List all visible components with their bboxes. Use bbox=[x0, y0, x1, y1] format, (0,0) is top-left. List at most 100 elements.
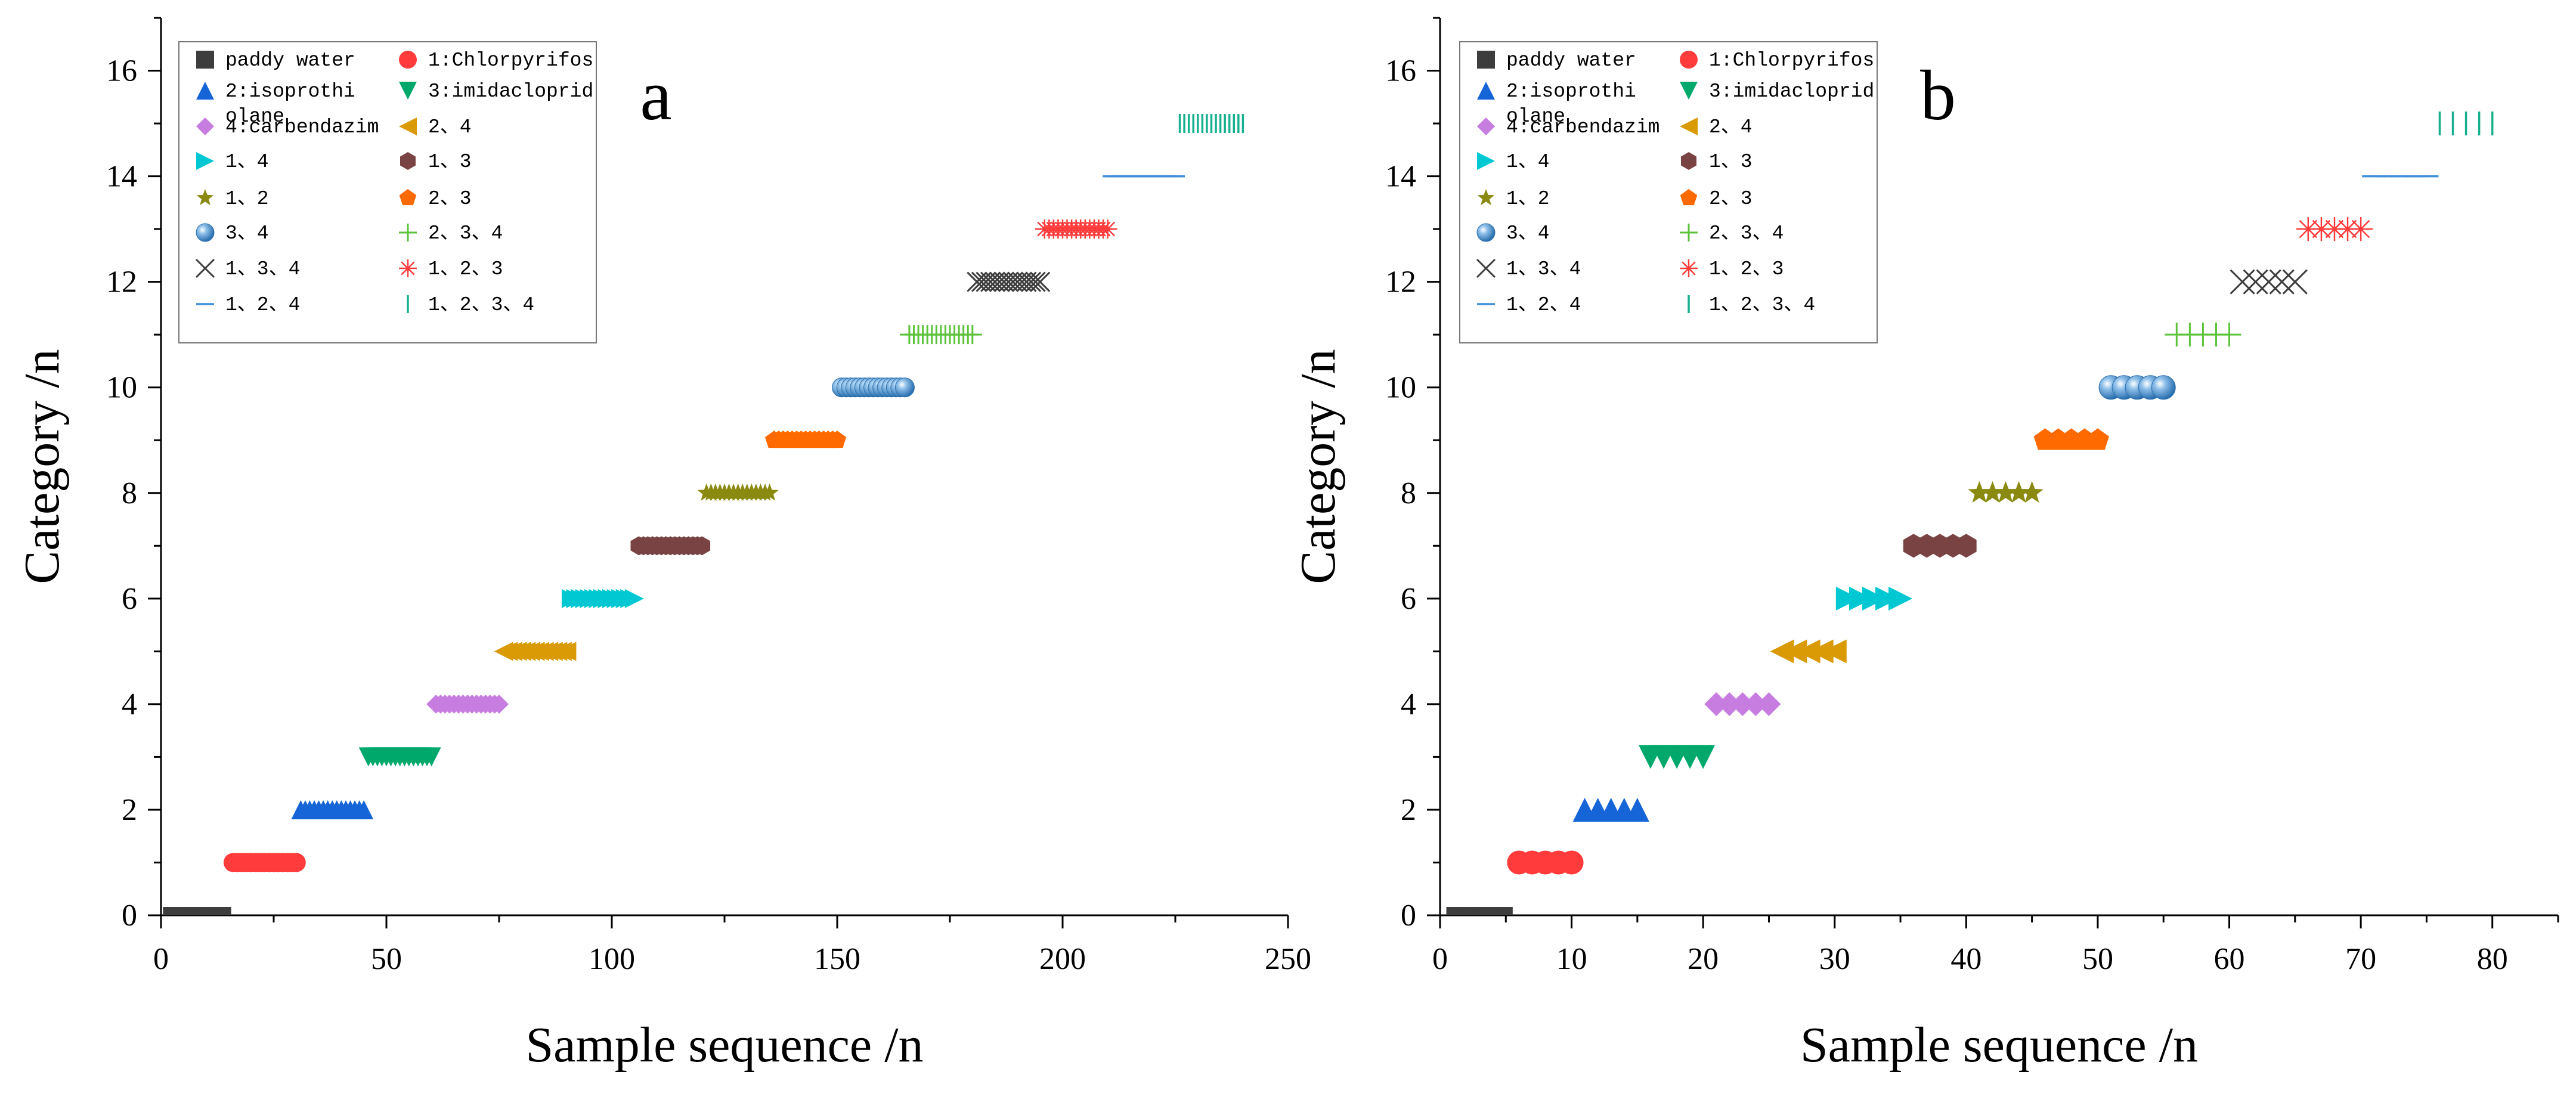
x-tick-label: 40 bbox=[1950, 942, 1981, 976]
y-tick-label: 2 bbox=[122, 793, 137, 827]
x-axis-label: Sample sequence /n bbox=[1800, 1017, 2198, 1073]
series-0 bbox=[1447, 907, 1513, 915]
data-point bbox=[168, 907, 173, 915]
x-tick-label: 60 bbox=[2214, 942, 2245, 976]
legend-marker bbox=[399, 51, 417, 69]
legend-label: 2、3 bbox=[428, 188, 472, 210]
legend-label: 1:Chlorpyrifos bbox=[428, 49, 593, 72]
legend-label: 1、3、4 bbox=[1506, 258, 1581, 280]
legend-label: 2、4 bbox=[1709, 116, 1753, 138]
legend-label: 1、2、4 bbox=[225, 294, 300, 316]
data-point bbox=[1447, 907, 1460, 915]
y-tick-label: 4 bbox=[1401, 688, 1416, 722]
y-axis-label: Category /n bbox=[14, 349, 70, 584]
series-15 bbox=[2439, 112, 2492, 135]
data-point bbox=[212, 907, 218, 915]
legend-label: paddy water bbox=[1506, 49, 1636, 72]
series-13 bbox=[2296, 217, 2373, 241]
data-point bbox=[185, 907, 191, 915]
data-point bbox=[1560, 850, 1584, 874]
legend-marker bbox=[1477, 224, 1495, 241]
legend-label: 1:Chlorpyrifos bbox=[1709, 49, 1874, 72]
y-tick-label: 2 bbox=[1401, 793, 1416, 827]
chart-panel-b: 0 10 20 30 40 50 60 70 800246810121416Sample seq… bbox=[1290, 18, 2558, 1073]
x-tick-label: 70 bbox=[2345, 942, 2376, 976]
legend-label: 3:imidacloprid bbox=[428, 80, 593, 103]
legend-label: 1、3 bbox=[1709, 151, 1753, 173]
data-point bbox=[287, 853, 306, 872]
y-tick-label: 8 bbox=[1401, 476, 1416, 510]
series-5 bbox=[1770, 639, 1847, 663]
series-15 bbox=[1180, 114, 1243, 133]
data-point bbox=[1486, 907, 1500, 915]
x-tick-label: 100 bbox=[589, 942, 635, 976]
data-point bbox=[1473, 907, 1487, 915]
data-point bbox=[181, 907, 187, 915]
series-2 bbox=[291, 800, 373, 819]
series-5 bbox=[494, 642, 577, 661]
legend-label: 3:imidacloprid bbox=[1709, 80, 1874, 103]
data-point bbox=[163, 907, 168, 915]
legend-label: 2、4 bbox=[428, 116, 472, 138]
x-tick-label: 250 bbox=[1265, 942, 1311, 976]
figure: 0 50 100 150 200 2500246810121416Sample seque… bbox=[0, 0, 2576, 1093]
y-axis-label: Category /n bbox=[1290, 349, 1346, 584]
legend-label: 2、3 bbox=[1709, 188, 1753, 210]
x-tick-label: 0 bbox=[1432, 942, 1448, 976]
data-point bbox=[203, 907, 209, 915]
x-tick-label: 0 bbox=[153, 942, 169, 976]
legend: paddy water 1:Chlorpyrifos 2:isoprothi olan… bbox=[1460, 42, 1877, 343]
series-4 bbox=[1704, 692, 1781, 716]
data-point bbox=[177, 907, 182, 915]
legend-label: 1、4 bbox=[1506, 151, 1550, 173]
series-7 bbox=[631, 536, 711, 555]
data-point bbox=[2218, 323, 2241, 346]
y-tick-label: 0 bbox=[1401, 899, 1416, 933]
y-tick-label: 10 bbox=[106, 371, 137, 405]
legend-label: 3、4 bbox=[1506, 222, 1550, 244]
legend-marker bbox=[196, 224, 214, 241]
legend-label: 1、2、4 bbox=[1506, 294, 1581, 316]
data-point bbox=[1888, 587, 1912, 611]
legend-label: 1、2、3、4 bbox=[1709, 294, 1815, 316]
legend-label: 2:isoprothi bbox=[225, 80, 355, 103]
y-tick-label: 12 bbox=[106, 265, 137, 299]
data-point bbox=[2349, 217, 2373, 241]
data-point bbox=[1030, 273, 1049, 292]
data-point bbox=[2270, 270, 2294, 294]
data-point bbox=[2257, 270, 2281, 294]
series-8 bbox=[698, 484, 779, 501]
x-tick-label: 50 bbox=[371, 942, 402, 976]
legend-label: 1、2、3、4 bbox=[428, 294, 534, 316]
legend-marker bbox=[1477, 51, 1495, 69]
series-0 bbox=[163, 907, 231, 915]
data-point bbox=[194, 907, 200, 915]
legend-label: 4:carbendazim bbox=[225, 116, 379, 138]
data-point bbox=[1757, 692, 1781, 716]
y-tick-label: 6 bbox=[1401, 582, 1416, 616]
x-tick-label: 10 bbox=[1556, 942, 1587, 976]
data-point bbox=[222, 907, 227, 915]
series-6 bbox=[562, 589, 644, 608]
legend: paddy water 1:Chlorpyrifos 2:isoprothi olan… bbox=[179, 42, 596, 343]
data-point bbox=[2151, 376, 2175, 400]
series-2 bbox=[1573, 798, 1649, 822]
series-11 bbox=[2165, 323, 2241, 346]
series-9 bbox=[2034, 428, 2109, 450]
y-tick-label: 4 bbox=[122, 688, 137, 722]
legend-marker bbox=[1680, 51, 1698, 69]
series-10 bbox=[2099, 376, 2175, 400]
data-point bbox=[1460, 907, 1473, 915]
series-1 bbox=[1507, 850, 1583, 874]
data-point bbox=[1021, 273, 1041, 292]
series-12 bbox=[2231, 270, 2307, 294]
data-point bbox=[625, 589, 644, 608]
x-tick-label: 150 bbox=[814, 942, 860, 976]
legend-marker bbox=[1680, 259, 1698, 277]
legend-label: paddy water bbox=[225, 49, 355, 72]
legend-marker bbox=[399, 259, 417, 277]
y-tick-label: 8 bbox=[122, 476, 137, 510]
x-tick-label: 80 bbox=[2477, 942, 2508, 976]
data-point bbox=[172, 907, 177, 915]
x-tick-label: 200 bbox=[1039, 942, 1086, 976]
